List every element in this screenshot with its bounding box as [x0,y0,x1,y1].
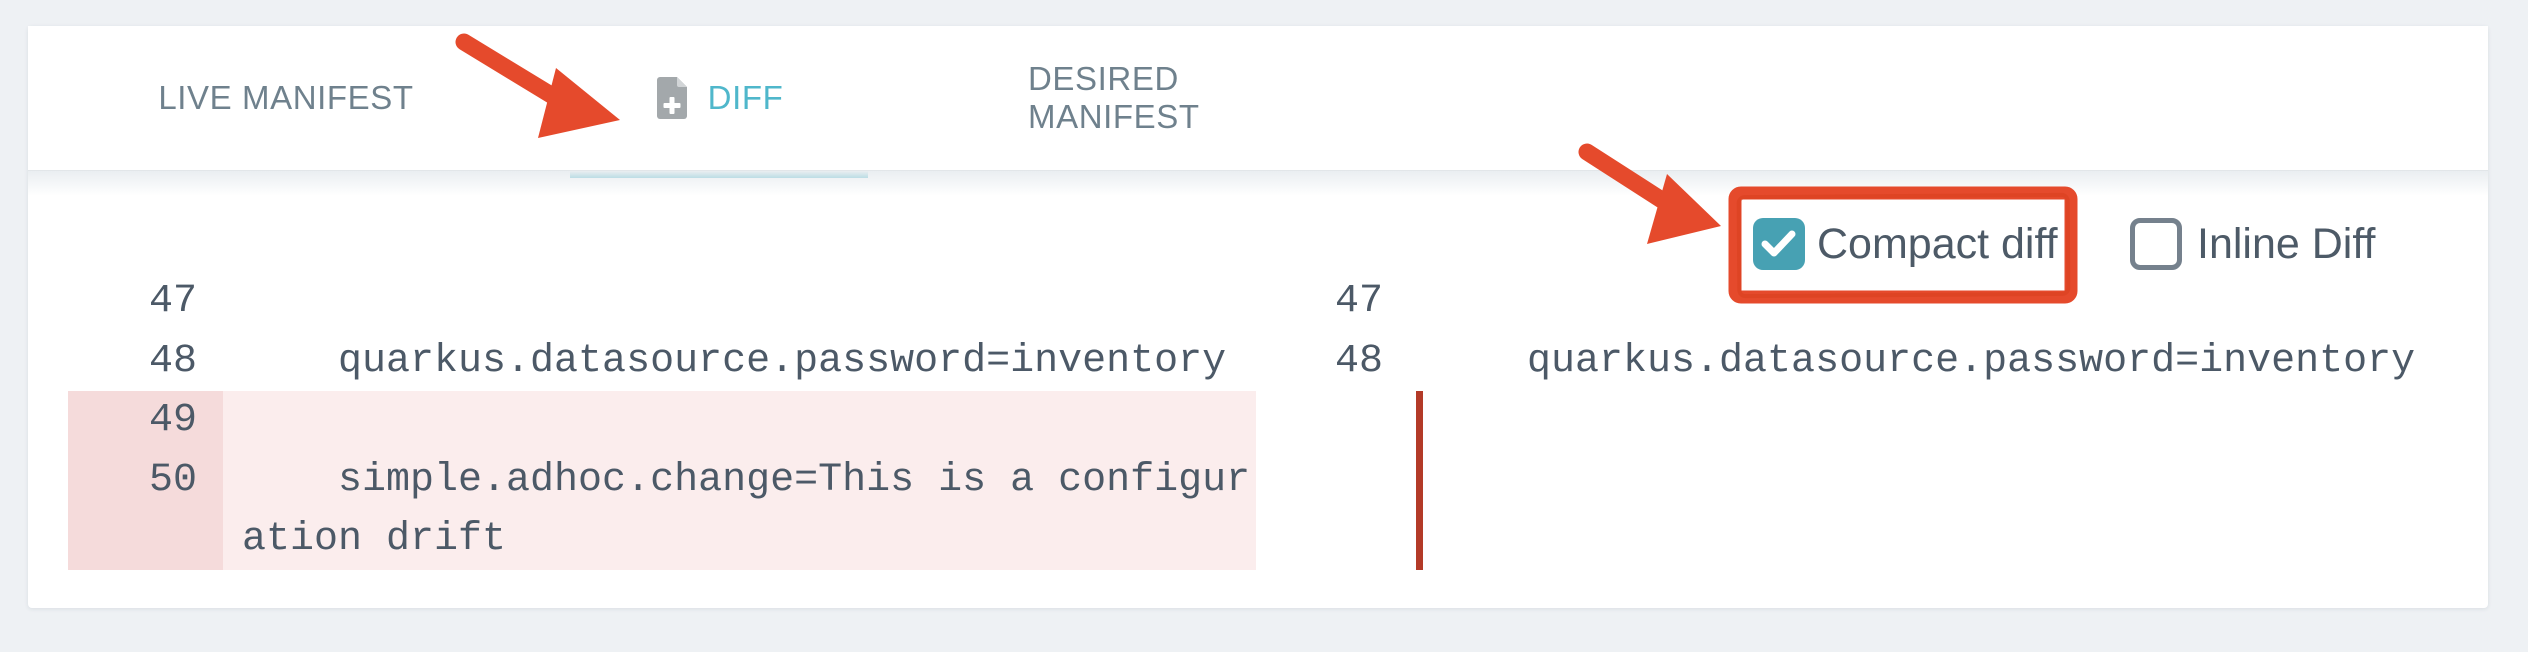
line-number: 48 [148,338,197,384]
tab-diff-label: DIFF [707,79,784,116]
diff-pane-left: 47 48 quarkus.datasource.password=invent… [68,272,1256,570]
tab-diff[interactable]: DIFF [570,26,868,178]
diff-row: 48 quarkus.datasource.password=inventory [1254,332,2488,392]
tab-desired-manifest[interactable]: DESIRED MANIFEST [1028,26,1346,170]
line-content: quarkus.datasource.password=inventory [1431,338,2416,384]
line-number: 50 [68,450,223,570]
checkmark-icon [1761,230,1796,257]
tab-live-manifest[interactable]: LIVE MANIFEST [141,26,431,170]
header-shadow [28,170,2488,196]
manifest-diff-card: LIVE MANIFEST DIFF DESIRED MANIFEST Comp… [28,26,2488,608]
line-content [1409,272,2488,332]
tab-live-manifest-label: LIVE MANIFEST [158,79,414,116]
line-content [223,391,1256,451]
compact-diff-label[interactable]: Compact diff [1817,220,2058,268]
inline-diff-checkbox[interactable] [2130,218,2182,270]
diff-row: 48 quarkus.datasource.password=inventory [68,332,1256,392]
tab-desired-manifest-label: DESIRED MANIFEST [1028,60,1200,135]
inline-diff-label[interactable]: Inline Diff [2197,220,2376,268]
line-content: simple.adhoc.change=This is a configurat… [223,450,1256,570]
line-content: quarkus.datasource.password=inventory [242,338,1227,384]
diff-row: 47 [68,272,1256,332]
diff-row-removed: 49 [68,391,1256,451]
line-content [223,272,1256,332]
active-tab-underline [570,170,868,178]
removed-lines-marker [1416,391,1423,570]
file-plus-icon [655,75,689,121]
tab-bar: LIVE MANIFEST DIFF DESIRED MANIFEST [28,26,2488,178]
line-number: 49 [68,391,223,451]
line-number: 47 [1334,279,1383,324]
diff-row: 47 [1254,272,2488,332]
line-number: 47 [148,279,197,324]
line-number: 48 [1334,338,1383,384]
compact-diff-checkbox[interactable] [1753,218,1805,270]
diff-pane-right: 47 48 quarkus.datasource.password=invent… [1254,272,2488,570]
diff-row-removed: 50 simple.adhoc.change=This is a configu… [68,450,1256,570]
